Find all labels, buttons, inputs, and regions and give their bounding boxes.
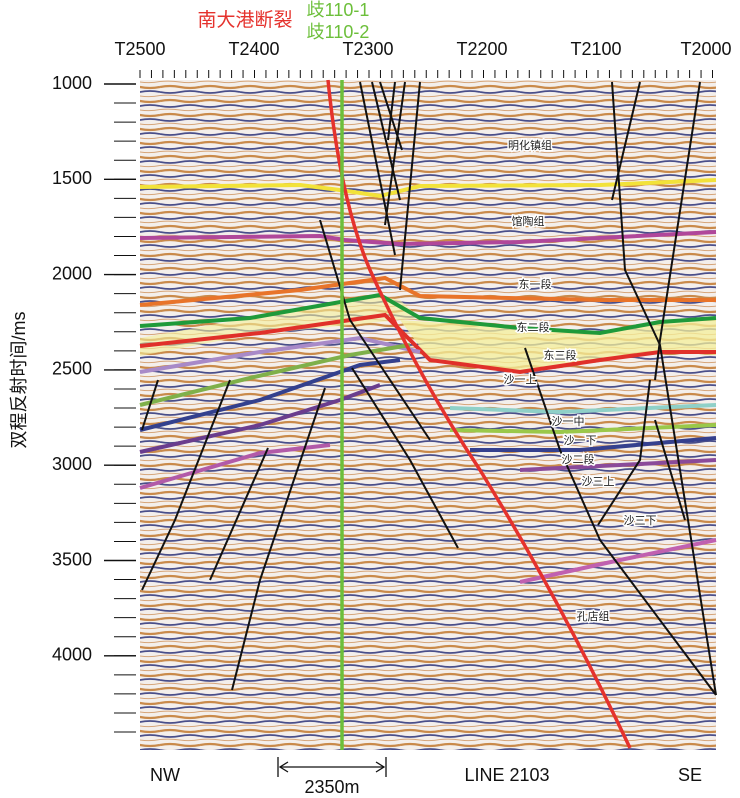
x-tick-label: T2500	[114, 39, 165, 59]
formation-label: 孔店组	[577, 609, 610, 623]
formation-label: 沙三上	[582, 475, 615, 488]
direction-label: NW	[150, 765, 180, 785]
formation-label: 馆陶组	[512, 214, 545, 228]
formation-label: 沙三下	[624, 514, 657, 527]
y-axis-label: 双程反射时间/ms	[9, 312, 29, 449]
line-label: LINE 2103	[464, 765, 549, 785]
horizon	[139, 383, 381, 454]
x-tick-label: T2100	[570, 39, 621, 59]
fault	[597, 379, 651, 526]
fault	[319, 219, 431, 441]
formation-label: 明化镇组	[508, 138, 552, 152]
formation-label: 沙二段	[562, 452, 595, 466]
x-tick-label: T2200	[456, 39, 507, 59]
horizon	[449, 403, 717, 415]
y-tick-label: 1000	[52, 73, 92, 93]
formation-label: 沙一下	[564, 434, 597, 447]
fault	[231, 387, 326, 691]
scale-bar	[277, 757, 387, 777]
scale-label: 2350m	[304, 777, 359, 797]
y-tick-label: 3000	[52, 454, 92, 474]
horizon	[139, 443, 331, 490]
fault	[141, 379, 231, 591]
main-fault	[326, 79, 632, 749]
horizon	[139, 275, 716, 307]
fault	[209, 447, 269, 581]
direction-label: SE	[678, 765, 702, 785]
yellow-band	[140, 296, 420, 356]
fault	[654, 419, 686, 521]
formation-label: 东三段	[544, 348, 577, 362]
x-tick-label: T2300	[342, 39, 393, 59]
horizon	[139, 312, 716, 375]
formation-label: 东一段	[519, 277, 552, 291]
horizon	[519, 538, 717, 584]
y-tick-label: 1500	[52, 168, 92, 188]
y-tick-label: 2000	[52, 263, 92, 283]
fault	[387, 81, 396, 141]
horizon	[139, 358, 401, 432]
well-title: 歧110-1	[307, 0, 370, 20]
horizon	[139, 178, 717, 199]
fault	[359, 81, 396, 256]
x-tick-label: T2400	[228, 39, 279, 59]
formation-label: 东二段	[517, 320, 550, 334]
fault	[654, 81, 701, 381]
horizon	[449, 423, 717, 435]
horizon	[139, 343, 411, 407]
horizon	[470, 436, 717, 452]
fault	[384, 81, 406, 226]
horizon	[139, 335, 421, 374]
horizon	[139, 230, 717, 247]
horizon	[519, 458, 717, 472]
fault	[611, 81, 641, 201]
seismic-background	[140, 80, 716, 750]
y-tick-label: 4000	[52, 645, 92, 665]
yellow-band	[400, 318, 716, 372]
fault	[351, 367, 459, 549]
x-tick-label: T2000	[680, 39, 731, 59]
fault	[371, 81, 401, 201]
formation-label: 沙一上	[504, 373, 537, 386]
y-tick-label: 3500	[52, 549, 92, 569]
formation-label: 沙一中	[552, 415, 585, 428]
well-title: 歧110-2	[307, 22, 370, 42]
y-tick-label: 2500	[52, 359, 92, 379]
fault-title: 南大港断裂	[197, 9, 292, 31]
fault	[141, 379, 159, 431]
fault	[399, 81, 421, 291]
fault	[524, 347, 717, 696]
